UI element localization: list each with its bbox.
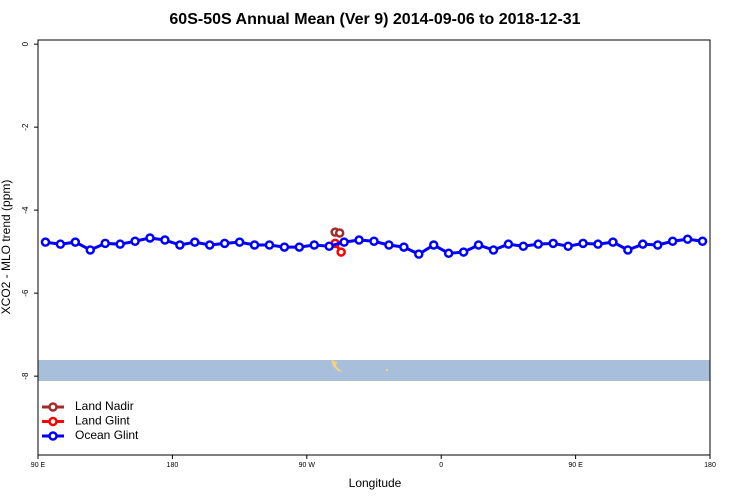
x-tick-label: 180 [704, 462, 716, 469]
point [399, 242, 409, 252]
x-tick-label: 0 [439, 462, 443, 469]
point [369, 236, 379, 247]
point [578, 238, 588, 249]
point [488, 245, 499, 255]
point [100, 238, 110, 249]
point [160, 235, 170, 245]
point [309, 240, 320, 250]
point [503, 239, 514, 249]
point [384, 240, 394, 250]
point [623, 245, 633, 255]
point [593, 239, 603, 249]
point [428, 240, 439, 250]
legend-marker [48, 402, 58, 412]
y-tick-label: -2 [21, 123, 30, 131]
point [533, 239, 544, 249]
y-tick-label: -8 [21, 372, 30, 380]
point [70, 237, 81, 247]
x-tick-label: 90 E [568, 462, 583, 469]
point [324, 241, 334, 252]
point [264, 240, 275, 250]
point [145, 233, 155, 243]
legend-marker [48, 431, 58, 441]
point [443, 248, 454, 259]
point [608, 237, 618, 247]
point [40, 237, 51, 247]
point [652, 240, 663, 250]
land-shape [386, 369, 388, 371]
land-shape [331, 360, 343, 372]
point [473, 240, 484, 250]
x-tick-label: 180 [167, 462, 179, 469]
y-tick-label: -6 [21, 289, 30, 297]
legend-marker [48, 416, 58, 427]
point [234, 237, 245, 247]
y-tick-label: 0 [21, 41, 30, 46]
point [249, 240, 260, 250]
legend-label: Land Glint [75, 414, 130, 428]
point [85, 245, 96, 255]
point [458, 247, 469, 257]
point [204, 240, 215, 250]
map-band [38, 360, 710, 381]
plot-frame [37, 39, 711, 456]
point [175, 240, 185, 250]
y-tick-label: -4 [21, 206, 30, 214]
point [334, 228, 345, 238]
legend-label: Ocean Glint [75, 428, 139, 442]
chart-title: 60S-50S Annual Mean (Ver 9) 2014-09-06 t… [169, 11, 580, 28]
point [548, 238, 558, 249]
point [219, 238, 230, 249]
point [518, 241, 529, 252]
point [563, 241, 573, 252]
point [336, 247, 346, 257]
x-axis-label: Longitude [349, 476, 402, 490]
point [682, 234, 693, 244]
point [697, 236, 708, 247]
point [638, 239, 648, 249]
point [190, 237, 200, 247]
point [354, 235, 364, 245]
legend-label: Land Nadir [75, 399, 134, 413]
point [130, 236, 140, 247]
point [294, 242, 305, 252]
point [279, 242, 290, 252]
x-tick-label: 90 E [31, 462, 46, 469]
point [339, 237, 349, 247]
point [55, 239, 66, 249]
point [667, 236, 678, 247]
point [414, 249, 424, 259]
point [115, 239, 125, 249]
y-axis-label: XCO2 - MLO trend (ppm) [0, 180, 13, 315]
x-tick-label: 90 W [299, 462, 316, 469]
